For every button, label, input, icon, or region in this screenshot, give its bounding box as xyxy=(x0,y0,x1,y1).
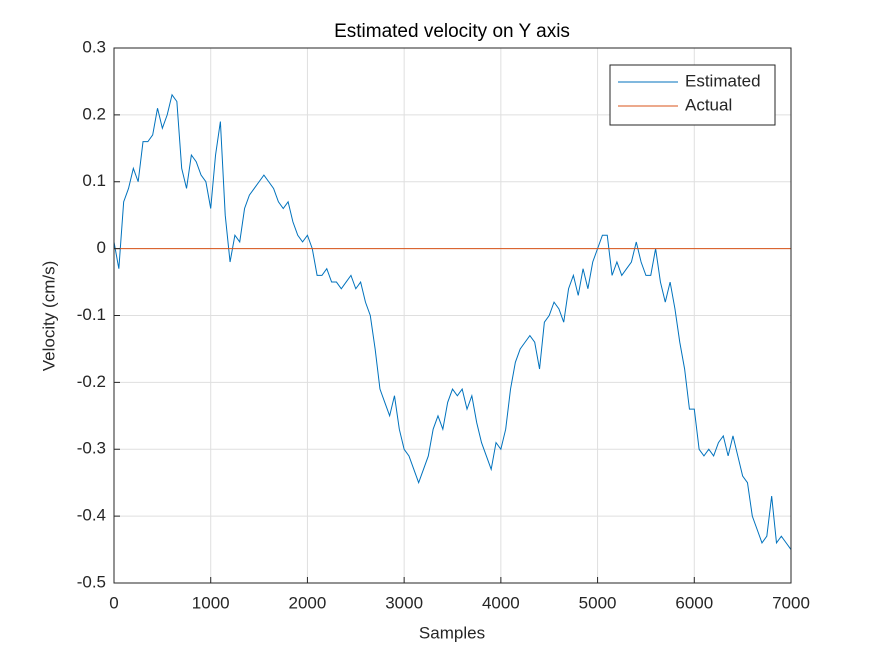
ticks: 0 1000 2000 3000 4000 5000 6000 7000 -0.5 -0.4 -0.… xyxy=(77,37,810,612)
x-axis-label: Samples xyxy=(419,623,485,642)
y-tick-label: 0.3 xyxy=(82,37,106,56)
y-tick-label: -0.3 xyxy=(77,439,106,458)
y-tick-label: 0.1 xyxy=(82,171,106,190)
x-tick-label: 4000 xyxy=(482,593,520,612)
plot xyxy=(113,93,792,550)
legend-label: Estimated xyxy=(685,71,761,90)
legend-box xyxy=(609,64,776,126)
y-tick-label: -0.4 xyxy=(77,506,106,525)
x-tick-label: 3000 xyxy=(385,593,423,612)
x-tick-label: 1000 xyxy=(192,593,230,612)
x-tick-label: 7000 xyxy=(772,593,810,612)
x-tick-label: 0 xyxy=(109,593,118,612)
legend-label: Actual xyxy=(685,95,732,114)
x-tick-label: 6000 xyxy=(675,593,713,612)
y-axis-label: Velocity (cm/s) xyxy=(39,261,58,372)
legend: Estimated Actual xyxy=(609,64,776,126)
y-tick-label: 0.2 xyxy=(82,104,106,123)
x-tick-label: 5000 xyxy=(579,593,617,612)
x-tick-label: 2000 xyxy=(289,593,327,612)
chart-title: Estimated velocity on Y axis xyxy=(334,21,570,42)
y-tick-label: -0.2 xyxy=(77,372,106,391)
series-line xyxy=(113,93,792,550)
y-tick-label: -0.1 xyxy=(77,305,106,324)
y-tick-label: -0.5 xyxy=(77,572,106,591)
y-tick-label: 0 xyxy=(97,238,106,257)
